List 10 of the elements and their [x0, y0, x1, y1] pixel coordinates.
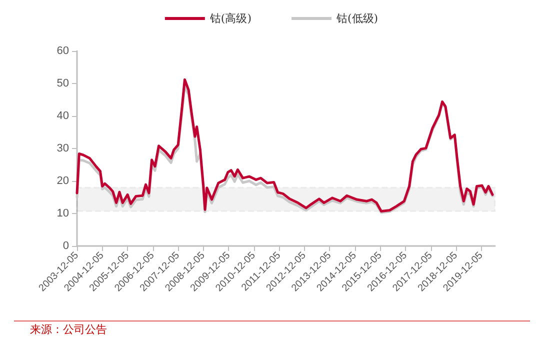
legend-label: 钴(低级) [336, 12, 378, 25]
y-tick-label: 40 [56, 110, 69, 122]
y-tick-label: 10 [56, 208, 69, 220]
y-tick-label: 50 [56, 78, 69, 90]
y-tick-label: 0 [62, 240, 69, 252]
legend-label: 钴(高级) [208, 12, 252, 25]
source-note: 来源：公司公告 [30, 323, 107, 336]
y-tick-label: 60 [56, 45, 69, 57]
y-tick-label: 20 [56, 175, 69, 187]
y-tick-label: 30 [56, 142, 69, 154]
